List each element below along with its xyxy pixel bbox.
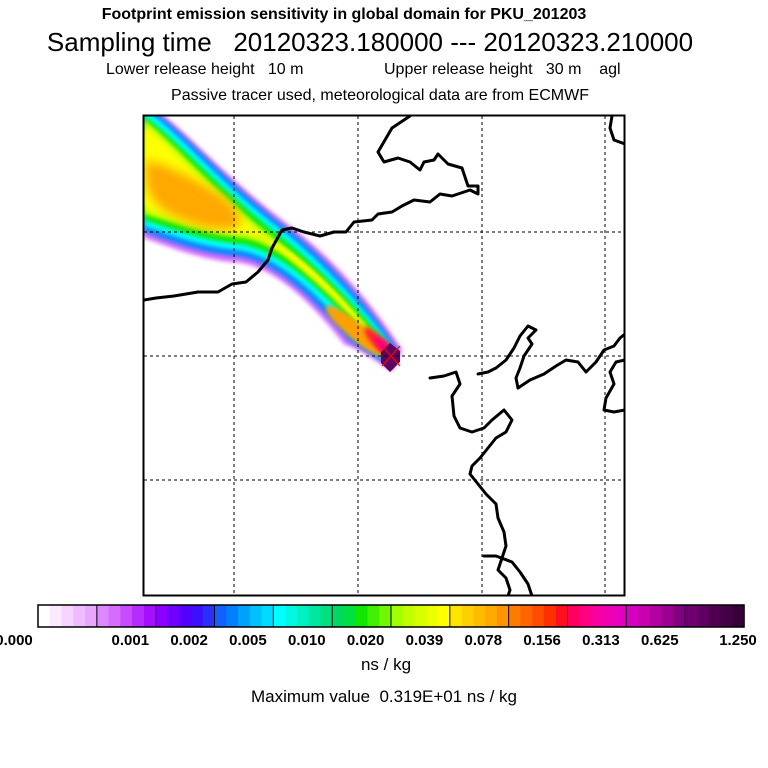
coastline-korea	[602, 358, 625, 414]
colorbar-cell	[226, 605, 239, 627]
colorbar-cell	[285, 605, 298, 627]
colorbar-tick-label: 0.313	[582, 632, 620, 649]
colorbar-tick-labels: 0.000 0.001 0.002 0.005 0.010 0.020 0.039 0.078…	[0, 632, 757, 649]
colorbar-cell	[614, 605, 627, 627]
colorbar-cell	[720, 605, 733, 627]
colorbar-cell	[567, 605, 580, 627]
colorbar-cell	[449, 605, 463, 627]
colorbar-tick-label: 0.039	[406, 632, 444, 649]
colorbar-cell	[355, 605, 369, 627]
colorbar-tick-label: 0.078	[465, 632, 503, 649]
plume-core-orange-source	[326, 305, 385, 356]
coastline-upper-shore	[144, 116, 480, 302]
coastline-south	[482, 554, 534, 596]
upper-release-height: Upper release height 30 m agl	[384, 61, 621, 78]
tracer-note: Passive tracer used, meteorological data…	[171, 87, 589, 104]
colorbar-cell	[626, 605, 639, 627]
colorbar-cell	[685, 605, 698, 627]
colorbar-cell	[61, 605, 74, 627]
colorbar-cell	[708, 605, 722, 627]
colorbar-cell	[143, 605, 157, 627]
colorbar-cell	[591, 605, 604, 627]
coastline-liaodong	[476, 324, 538, 390]
colorbar-tick-label: 0.020	[347, 632, 385, 649]
colorbar-tick-label: 0.000	[0, 632, 33, 649]
colorbar-cell	[202, 605, 216, 627]
colorbar-cell	[473, 605, 486, 627]
colorbar-cell	[649, 605, 663, 627]
colorbar-cell	[555, 605, 569, 627]
colorbar-cell	[414, 605, 427, 627]
colorbar-cell	[579, 605, 592, 627]
grid	[144, 116, 625, 596]
colorbar-tick-label: 0.010	[288, 632, 326, 649]
plume-field	[144, 116, 402, 372]
colorbar-tick-label: 0.156	[523, 632, 561, 649]
lower-release-height: Lower release height 10 m	[106, 61, 304, 78]
colorbar-cell	[673, 605, 686, 627]
coastline-korea-bay	[516, 332, 625, 390]
colorbar-cell	[391, 605, 404, 627]
plume-core-orange-upper	[145, 160, 240, 230]
colorbar-cell	[249, 605, 263, 627]
colorbar-cell	[508, 605, 522, 627]
colorbar-cell	[520, 605, 533, 627]
colorbar-tick-label: 0.005	[229, 632, 267, 649]
colorbar-cell	[320, 605, 333, 627]
colorbar-cell	[73, 605, 86, 627]
colorbar-cell	[332, 605, 345, 627]
colorbar-cell	[308, 605, 321, 627]
colorbar-cell	[132, 605, 145, 627]
colorbar-cell	[343, 605, 357, 627]
map-frame	[142, 114, 626, 597]
colorbar-cell	[214, 605, 227, 627]
colorbar-cell	[296, 605, 310, 627]
coastline-shandong	[428, 370, 514, 596]
colorbar-cell	[532, 605, 545, 627]
colorbar-cell	[238, 605, 251, 627]
colorbar-cell	[367, 605, 380, 627]
colorbar-cell	[496, 605, 510, 627]
colorbar-cell	[438, 605, 451, 627]
colorbar-cell	[426, 605, 439, 627]
coastlines	[144, 116, 625, 596]
sampling-time: Sampling time 20120323.180000 --- 201203…	[46, 27, 694, 57]
colorbar-cell	[120, 605, 133, 627]
colorbar-cell	[155, 605, 169, 627]
colorbar-cell	[696, 605, 710, 627]
colorbar-cell	[49, 605, 63, 627]
colorbar-cell	[638, 605, 651, 627]
colorbar-cell	[379, 605, 392, 627]
colorbar-cell	[273, 605, 286, 627]
release-marker	[381, 345, 401, 367]
colorbar-cell	[167, 605, 180, 627]
colorbar-cell	[543, 605, 557, 627]
colorbar-cell	[108, 605, 121, 627]
colorbar-cell	[190, 605, 204, 627]
coastline-ne-corner	[608, 116, 625, 146]
colorbar-cell	[402, 605, 416, 627]
release-marker-stroke-2	[381, 345, 401, 367]
colorbar-tick-label: 0.002	[170, 632, 208, 649]
colorbar-tick-label: 0.001	[112, 632, 150, 649]
colorbar-cell	[85, 605, 98, 627]
colorbar-cell	[38, 605, 51, 627]
colorbar-cell	[461, 605, 474, 627]
plume-band-yellow	[144, 128, 384, 350]
colorbar-tick-label: 1.250	[719, 632, 757, 649]
colorbar-cell	[179, 605, 192, 627]
units-label: ns / kg	[360, 655, 412, 674]
colorbar-cell	[602, 605, 616, 627]
colorbar	[37, 604, 745, 628]
colorbar-cell	[261, 605, 274, 627]
colorbar-cell	[96, 605, 110, 627]
maximum-value-label: Maximum value 0.319E+01 ns / kg	[251, 687, 517, 706]
figure-title: Footprint emission sensitivity in global…	[101, 6, 587, 23]
colorbar-cell	[661, 605, 674, 627]
colorbar-cell	[485, 605, 498, 627]
colorbar-tick-label: 0.625	[641, 632, 679, 649]
colorbar-cell	[732, 605, 745, 627]
